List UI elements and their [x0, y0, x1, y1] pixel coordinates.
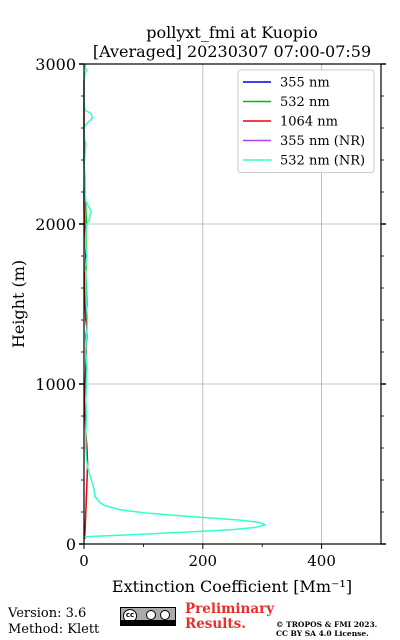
y-tick-label: 1000 [35, 375, 76, 394]
cc-badge-strip [121, 620, 175, 625]
legend-box [237, 69, 375, 173]
legend-label: 532 nm [280, 95, 330, 110]
chart-title: pollyxt_fmi at Kuopio [146, 23, 317, 42]
series-line-532-nm-nr- [83, 63, 266, 538]
plot-frame [83, 63, 382, 545]
x-tick-label: 400 [307, 552, 336, 570]
y-tick-label: 2000 [35, 215, 76, 234]
copyright-notice: © TROPOS & FMI 2023. CC BY SA 4.0 Licens… [276, 620, 377, 638]
x-axis-label: Extinction Coefficient [Mm⁻¹] [112, 577, 352, 596]
preliminary-line-1: Preliminary [185, 601, 275, 617]
x-tick-label: 200 [188, 552, 217, 570]
axis-ticks: 0 200 400 0 1000 2000 3000 [35, 55, 386, 570]
x-tick-label: 0 [79, 552, 89, 570]
extinction-profile-chart: pollyxt_fmi at Kuopio [Averaged] 2023030… [9, 23, 386, 596]
preliminary-notice: Preliminary Results. [185, 602, 274, 632]
legend-label: 355 nm (NR) [280, 134, 365, 149]
cc-by-icon [146, 610, 156, 620]
legend-label: 532 nm (NR) [280, 154, 365, 169]
cc-sa-icon [160, 610, 170, 620]
copyright-line-1: © TROPOS & FMI 2023. [276, 620, 378, 629]
copyright-line-2: CC BY SA 4.0 License. [276, 629, 369, 638]
cc-license-badge-icon: cc [120, 607, 176, 626]
chart-legend: 355 nm 532 nm 1064 nm 355 nm (NR) 532 nm (NR… [237, 69, 375, 173]
legend-label: 355 nm [280, 76, 330, 91]
method-label: Method: Klett [8, 622, 100, 637]
version-label: Version: 3.6 [8, 606, 87, 621]
y-axis-label: Height (m) [9, 260, 28, 348]
y-tick-label: 3000 [35, 55, 76, 74]
chart-subtitle: [Averaged] 20230307 07:00-07:59 [93, 42, 371, 61]
y-tick-label: 0 [66, 535, 76, 554]
preliminary-line-2: Results. [185, 616, 246, 632]
legend-label: 1064 nm [280, 115, 338, 130]
